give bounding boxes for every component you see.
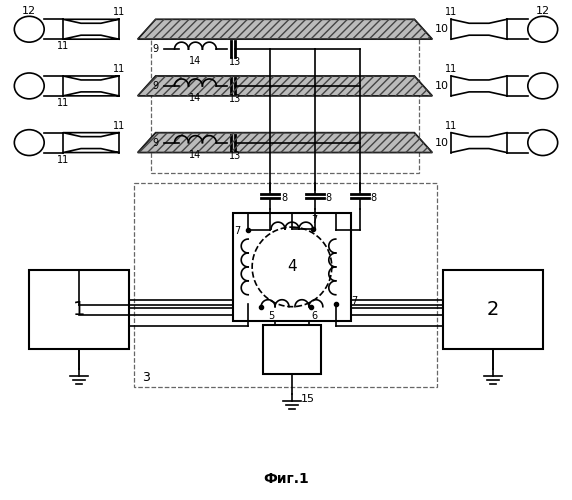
Text: 12: 12 xyxy=(536,6,550,16)
Ellipse shape xyxy=(528,73,558,99)
Bar xyxy=(29,270,129,349)
Text: 13: 13 xyxy=(229,94,241,104)
Polygon shape xyxy=(138,132,432,152)
Text: 2: 2 xyxy=(487,300,499,319)
Text: 11: 11 xyxy=(57,98,69,108)
Text: 11: 11 xyxy=(445,8,458,18)
Text: 4: 4 xyxy=(287,260,297,274)
Text: 8: 8 xyxy=(325,194,332,203)
Ellipse shape xyxy=(14,130,44,156)
Text: 11: 11 xyxy=(57,41,69,51)
Text: 5: 5 xyxy=(268,310,274,320)
Text: 11: 11 xyxy=(445,120,458,130)
Ellipse shape xyxy=(528,16,558,42)
Text: 15: 15 xyxy=(301,394,315,404)
Text: 10: 10 xyxy=(435,81,449,91)
Text: 12: 12 xyxy=(22,6,36,16)
Text: 1: 1 xyxy=(73,300,85,319)
Text: 7: 7 xyxy=(352,296,358,306)
Text: 10: 10 xyxy=(435,24,449,34)
Bar xyxy=(150,29,419,174)
Text: 13: 13 xyxy=(229,150,241,160)
Polygon shape xyxy=(138,76,432,96)
Text: 11: 11 xyxy=(113,120,125,130)
Ellipse shape xyxy=(14,16,44,42)
Text: 8: 8 xyxy=(281,194,287,203)
Text: 11: 11 xyxy=(57,154,69,164)
Text: 8: 8 xyxy=(371,194,376,203)
Text: 14: 14 xyxy=(189,93,201,103)
Text: 3: 3 xyxy=(142,371,150,384)
Text: 6: 6 xyxy=(312,310,318,320)
Text: 11: 11 xyxy=(113,8,125,18)
Text: 13: 13 xyxy=(229,57,241,67)
Text: Фиг.1: Фиг.1 xyxy=(263,472,309,486)
Ellipse shape xyxy=(528,130,558,156)
Bar xyxy=(233,213,351,320)
Text: 9: 9 xyxy=(153,138,158,147)
Text: 14: 14 xyxy=(189,56,201,66)
Text: 14: 14 xyxy=(189,150,201,160)
Text: 9: 9 xyxy=(153,81,158,91)
Text: 9: 9 xyxy=(153,44,158,54)
Ellipse shape xyxy=(14,73,44,99)
Text: 10: 10 xyxy=(435,138,449,147)
Text: 7: 7 xyxy=(234,226,240,236)
Text: 7: 7 xyxy=(311,215,317,225)
Bar xyxy=(443,270,543,349)
Text: 11: 11 xyxy=(113,64,125,74)
Text: 11: 11 xyxy=(445,64,458,74)
Bar xyxy=(263,324,321,374)
Bar xyxy=(134,184,437,387)
Polygon shape xyxy=(138,20,432,39)
